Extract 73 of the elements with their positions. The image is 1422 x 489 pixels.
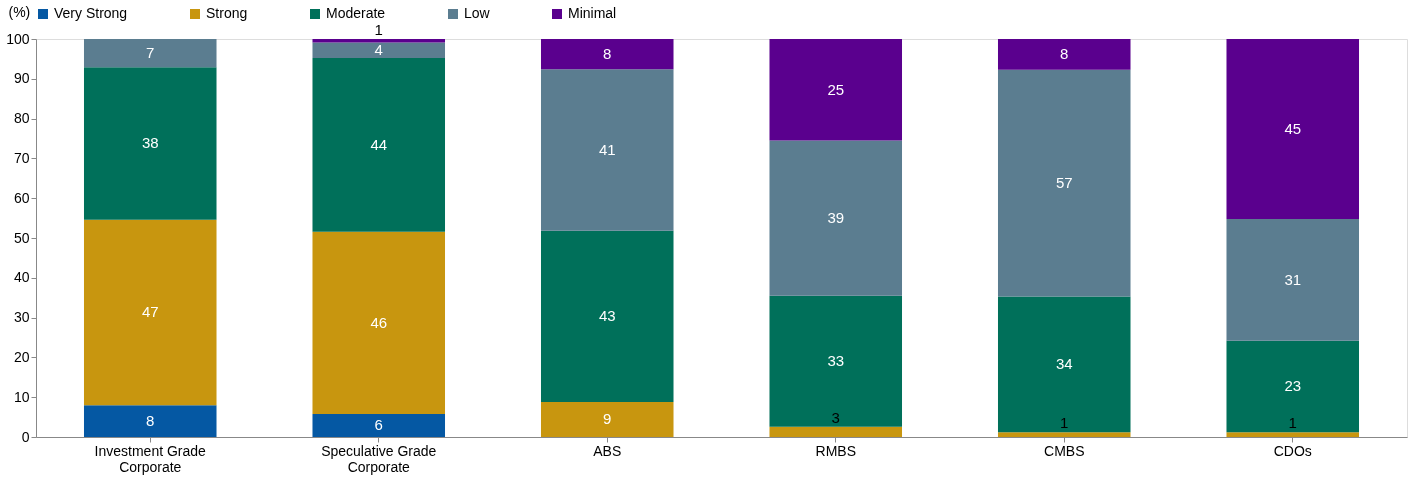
legend-label: Moderate	[326, 5, 386, 21]
bar	[1226, 218, 1360, 341]
data-label: 1	[374, 21, 383, 38]
y-tick-label: 90	[13, 70, 30, 87]
data-label: 8	[146, 412, 155, 430]
bar	[312, 39, 446, 43]
data-label: 47	[141, 303, 159, 321]
x-tick-label: Investment Grade Corporate	[94, 442, 207, 475]
y-tick-label: 30	[13, 309, 30, 326]
data-label: 46	[370, 313, 388, 331]
data-label: 8	[1060, 45, 1069, 63]
bar	[540, 39, 674, 70]
bar	[1226, 340, 1360, 433]
data-label: 1	[1060, 414, 1069, 432]
bar	[997, 69, 1131, 297]
legend-label: Strong	[206, 5, 248, 21]
data-label: 43	[598, 307, 616, 325]
bar	[1226, 39, 1360, 219]
data-label: 23	[1284, 377, 1302, 395]
data-label: 9	[603, 410, 612, 428]
bar	[1226, 432, 1360, 437]
bar	[312, 58, 446, 232]
bar	[997, 432, 1131, 437]
data-label: 7	[146, 44, 155, 62]
bar	[83, 39, 217, 68]
y-tick-label: 70	[13, 149, 30, 166]
y-axis-title: (%)	[8, 3, 31, 20]
x-tick-label: RMBS	[815, 442, 856, 459]
bar	[83, 67, 217, 220]
y-tick-label: 0	[21, 428, 30, 445]
data-label: 3	[831, 408, 840, 426]
bar	[769, 140, 903, 296]
bar	[312, 42, 446, 59]
bar	[997, 39, 1131, 70]
data-label: 25	[827, 80, 845, 98]
data-label: 34	[1055, 355, 1073, 373]
data-label: 39	[827, 209, 845, 227]
bar	[83, 219, 217, 406]
x-tick-label: CDOs	[1273, 442, 1312, 459]
bar	[997, 296, 1131, 433]
bar	[769, 426, 903, 437]
data-label: 8	[603, 45, 612, 63]
data-label: 6	[374, 416, 383, 434]
y-tick-label: 80	[13, 110, 30, 127]
data-label: 31	[1284, 270, 1302, 288]
data-label: 4	[374, 41, 383, 59]
data-label: 38	[141, 134, 159, 152]
bar	[312, 413, 446, 437]
x-tick-label: ABS	[593, 442, 622, 459]
data-label: 33	[827, 352, 845, 370]
bar	[769, 295, 903, 427]
x-tick-label: Speculative Grade Corporate	[321, 442, 437, 475]
data-label: 45	[1284, 119, 1302, 137]
bar	[312, 231, 446, 414]
y-tick-label: 60	[13, 189, 30, 206]
y-tick-label: 100	[6, 30, 30, 47]
data-label: 41	[598, 141, 616, 159]
y-tick-label: 10	[13, 388, 30, 405]
bar	[540, 401, 674, 437]
y-tick-label: 50	[13, 229, 30, 246]
bar	[540, 230, 674, 402]
data-label: 57	[1055, 174, 1073, 192]
data-label: 1	[1288, 414, 1297, 432]
y-tick-label: 20	[13, 348, 30, 365]
x-tick-label: CMBS	[1044, 442, 1085, 459]
bar	[83, 405, 217, 437]
bar	[769, 39, 903, 141]
bar	[540, 69, 674, 231]
y-tick-label: 40	[13, 269, 30, 286]
legend-label: Minimal	[568, 5, 617, 21]
data-label: 44	[370, 135, 388, 153]
legend-label: Low	[464, 5, 491, 21]
legend-label: Very Strong	[54, 5, 128, 21]
